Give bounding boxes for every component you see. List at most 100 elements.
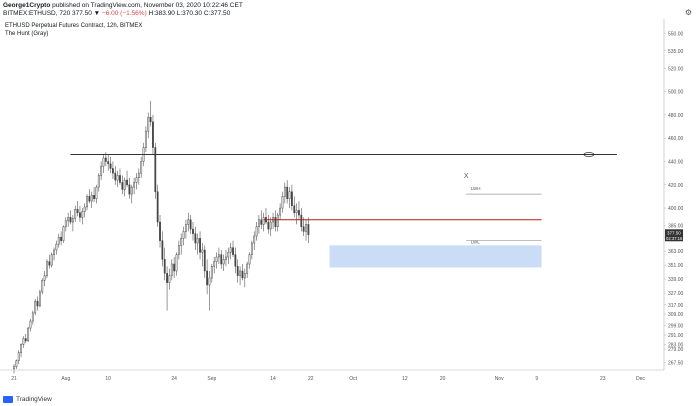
candle [281,196,284,209]
countdown-label: 02:37:16 [666,236,683,241]
candle [130,186,133,195]
y-tick-label: 500.00 [668,90,684,96]
y-tick-label: 291.00 [668,333,684,339]
candle [57,236,60,245]
candle [229,247,232,253]
settings-icon[interactable]: ⚙ [684,8,692,17]
x-tick-label: 20 [440,376,446,382]
candle [76,208,79,213]
candle [258,219,260,227]
candle [102,157,105,167]
candle [185,224,187,232]
candle [109,163,112,169]
x-tick-label: Nov [495,376,504,382]
author-name[interactable]: George1Crypto [3,2,51,9]
y-tick-label: 339.00 [668,277,684,283]
candle [177,245,180,255]
candle [133,182,136,188]
y-tick-label: 385.00 [668,224,684,230]
publish-date: published on TradingView.com, November 0… [50,2,243,9]
x-tick-label: Oct [349,376,357,382]
level-handle[interactable] [583,152,595,157]
candle [50,254,53,266]
y-tick-label: 309.00 [668,312,684,318]
candle [13,366,15,370]
x-tick-label: Dec [636,376,645,382]
candle [67,217,70,222]
candle [147,116,150,132]
candle [112,168,114,174]
x-tick-label: Aug [61,376,70,382]
annotation-label: X [464,173,469,180]
candle [114,172,117,181]
candle [279,207,282,216]
y-tick-label: 460.00 [668,136,684,142]
candle [83,206,86,212]
candle [93,195,95,199]
candle [192,228,194,234]
x-tick-label: 9 [535,376,538,382]
candle [166,273,168,283]
candle [182,231,185,239]
candle [123,179,126,190]
candle [156,191,159,223]
candle [55,243,58,251]
candle [15,360,18,367]
candle [39,291,41,307]
candle [234,254,237,267]
candle [163,259,166,274]
candle [128,184,131,195]
y-tick-label: 363.00 [668,249,684,255]
candle [46,261,48,276]
footer-label: TradingView [16,396,52,403]
candle [90,195,93,202]
y-tick-label: 317.00 [668,303,684,309]
candle [276,214,279,227]
y-tick-label: 550.00 [668,31,684,37]
candle [187,219,190,225]
candle [175,254,178,272]
candle [283,186,286,197]
candle [203,249,206,272]
candle [267,221,270,230]
y-tick-label: 480.00 [668,113,684,119]
candle [20,344,22,353]
symbol-info: BITMEX:ETHUSD, 720 377.50 ▼ −6.00 (−1.56… [3,10,230,17]
candle [17,352,20,361]
candle [74,208,77,219]
candle [34,301,37,314]
y-tick-label: 351.00 [668,263,684,269]
demand-zone [329,245,542,268]
footer: TradingView [3,396,52,403]
candle [168,275,171,283]
candle [246,263,249,274]
candle [126,179,128,186]
candle [22,338,25,345]
candle [29,320,32,329]
price-change: −6.00 (−1.56%) [101,10,147,17]
annotation-label: LWH [471,186,481,191]
candle [180,238,183,246]
candle [210,266,213,279]
candle [194,233,197,244]
candle [206,270,209,286]
candle [53,249,55,255]
candle [288,191,291,199]
candle [71,218,74,223]
candle [298,210,300,216]
candle [189,219,192,230]
x-tick-label: 23 [600,376,606,382]
candle [137,172,140,179]
y-tick-label: 283.00 [668,342,684,348]
candle [213,261,216,267]
candle [161,240,164,260]
x-tick-label: 10 [105,376,111,382]
y-tick-label: 299.00 [668,324,684,330]
candle [41,280,44,293]
candle [79,212,81,218]
candle [62,226,65,241]
x-tick-label: 12 [402,376,408,382]
candle [170,263,173,276]
candle [60,236,62,241]
